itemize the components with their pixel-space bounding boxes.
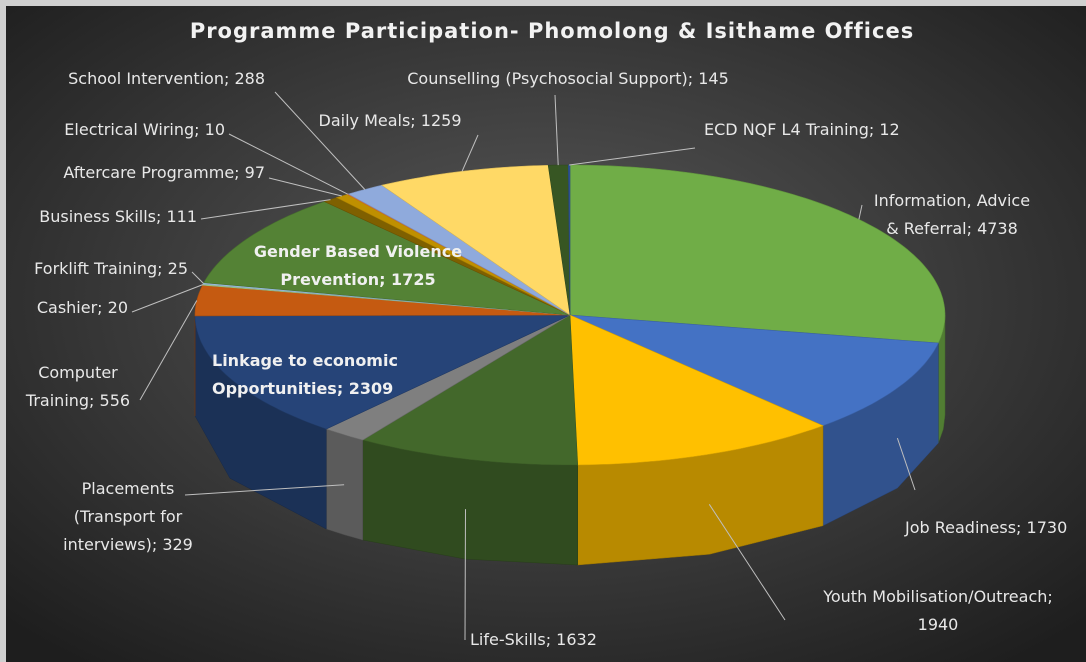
leader-line bbox=[184, 484, 345, 496]
slice bbox=[569, 314, 939, 427]
data-label: Youth Mobilisation/Outreach; 1940 bbox=[822, 587, 1053, 634]
slice bbox=[194, 314, 571, 430]
data-label-line: (Transport for bbox=[74, 507, 183, 526]
data-label: Forklift Training; 25 bbox=[34, 259, 188, 278]
leader-line bbox=[708, 504, 786, 621]
data-label-line: Placements bbox=[82, 479, 175, 498]
data-label-line: Opportunities; 2309 bbox=[212, 379, 393, 398]
data-label-line: Prevention; 1725 bbox=[280, 270, 435, 289]
data-label: Job Readiness; 1730 bbox=[904, 518, 1067, 537]
leader-line bbox=[569, 147, 696, 166]
data-label-line: 1940 bbox=[918, 615, 959, 634]
data-label-line: Job Readiness; 1730 bbox=[904, 518, 1067, 537]
data-label-line: Forklift Training; 25 bbox=[34, 259, 188, 278]
leader-line bbox=[200, 199, 331, 220]
leader-line bbox=[228, 133, 348, 195]
data-label-line: Linkage to economic bbox=[212, 351, 398, 370]
leader-line bbox=[139, 300, 198, 401]
data-label-line: Electrical Wiring; 10 bbox=[64, 120, 225, 139]
data-label: Gender Based Violence Prevention; 1725 bbox=[254, 242, 462, 289]
data-label-line: Information, Advice bbox=[874, 191, 1030, 210]
data-label-line: Cashier; 20 bbox=[37, 298, 128, 317]
data-label: Daily Meals; 1259 bbox=[319, 111, 462, 130]
data-label: Life-Skills; 1632 bbox=[470, 630, 597, 649]
data-label-line: Computer bbox=[38, 363, 118, 382]
data-label-line: ECD NQF L4 Training; 12 bbox=[704, 120, 900, 139]
data-label-line: Life-Skills; 1632 bbox=[470, 630, 597, 649]
data-label: Counselling (Psychosocial Support); 145 bbox=[407, 69, 729, 88]
data-label: School Intervention; 288 bbox=[68, 69, 265, 88]
data-label: Information, Advice & Referral; 4738 bbox=[874, 191, 1030, 238]
slice bbox=[203, 201, 571, 316]
leader-line bbox=[268, 177, 342, 197]
data-label: Business Skills; 111 bbox=[39, 207, 197, 226]
data-label-line: Business Skills; 111 bbox=[39, 207, 197, 226]
data-label-line: Counselling (Psychosocial Support); 145 bbox=[407, 69, 729, 88]
leader-line bbox=[554, 94, 559, 166]
data-label-line: & Referral; 4738 bbox=[886, 219, 1018, 238]
data-label-line: interviews); 329 bbox=[63, 535, 193, 554]
data-label: Cashier; 20 bbox=[37, 298, 128, 317]
data-label: Aftercare Programme; 97 bbox=[63, 163, 265, 182]
data-label-line: Gender Based Violence bbox=[254, 242, 462, 261]
leader-line bbox=[896, 437, 916, 491]
data-label-line: School Intervention; 288 bbox=[68, 69, 265, 88]
chart-title: Programme Participation- Phomolong & Isi… bbox=[190, 19, 914, 43]
slice-side bbox=[326, 428, 364, 541]
leader-line bbox=[274, 91, 366, 190]
data-label: Placements (Transport for interviews); 329 bbox=[63, 479, 193, 554]
slice bbox=[325, 314, 571, 441]
leader-line bbox=[191, 271, 204, 284]
leader-line bbox=[461, 134, 479, 172]
data-label-line: Training; 556 bbox=[25, 391, 130, 410]
slice bbox=[362, 314, 579, 466]
slice bbox=[569, 314, 824, 466]
leader-line bbox=[464, 509, 466, 641]
data-label-line: Daily Meals; 1259 bbox=[319, 111, 462, 130]
data-label: ECD NQF L4 Training; 12 bbox=[704, 120, 900, 139]
data-label: Computer Training; 556 bbox=[25, 363, 130, 410]
data-label: Electrical Wiring; 10 bbox=[64, 120, 225, 139]
data-label-line: Youth Mobilisation/Outreach; bbox=[822, 587, 1053, 606]
leader-line bbox=[858, 204, 863, 220]
data-label-line: Aftercare Programme; 97 bbox=[63, 163, 265, 182]
leader-line bbox=[131, 284, 203, 313]
data-label: Linkage to economic Opportunities; 2309 bbox=[212, 351, 398, 398]
